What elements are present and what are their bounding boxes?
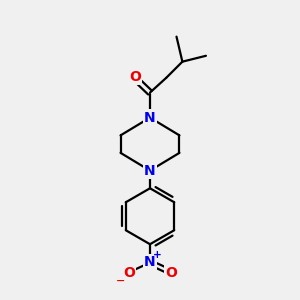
Text: O: O bbox=[165, 266, 177, 280]
Text: N: N bbox=[144, 255, 156, 269]
Text: N: N bbox=[144, 111, 156, 124]
Text: N: N bbox=[144, 164, 156, 178]
Text: +: + bbox=[153, 250, 162, 260]
Text: O: O bbox=[123, 266, 135, 280]
Text: O: O bbox=[129, 70, 141, 84]
Text: −: − bbox=[116, 275, 125, 285]
